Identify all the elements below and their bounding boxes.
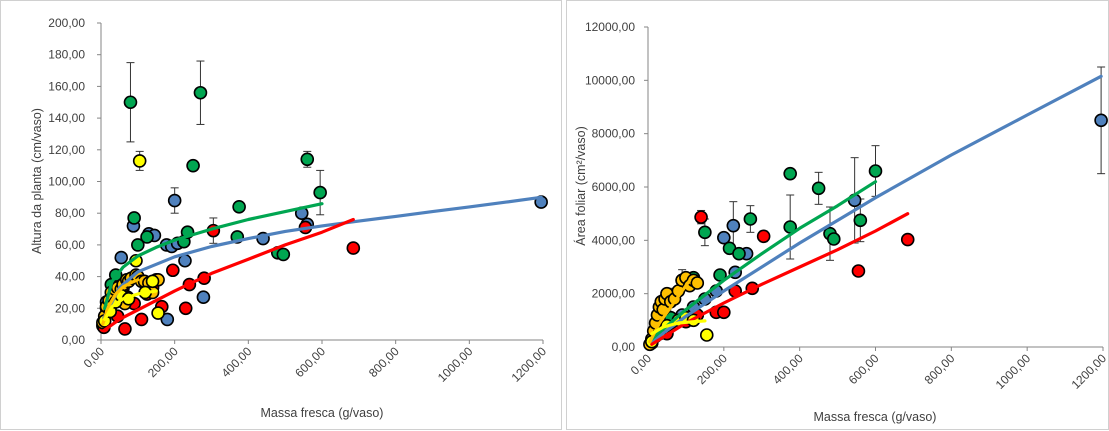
data-point [868,164,883,178]
data-point [300,152,315,167]
data-point [276,247,291,262]
x-tick-label: 1000,00 [435,344,476,385]
data-point [732,246,746,261]
data-point [346,241,361,255]
data-point [313,185,327,200]
data-point [151,306,165,320]
data-point [145,274,160,289]
trend-curve [650,212,910,346]
x-tick-label: 400,00 [770,351,806,387]
data-point [118,322,132,336]
y-axis-title: Altura da planta (cm/vaso) [30,108,44,254]
data-point [132,154,147,168]
x-tick-label: 800,00 [922,351,958,387]
y-tick-label: 80,00 [55,206,85,220]
trend-curve [650,319,707,336]
data-point [186,158,200,173]
y-tick-label: 60,00 [55,238,85,252]
trend-curve [103,202,324,310]
data-point [853,213,868,228]
x-tick-label: 200,00 [694,351,730,387]
data-point [178,301,193,316]
data-point [811,181,826,196]
x-tick-label: 400,00 [219,344,255,380]
data-point [123,95,138,110]
x-tick-label: 1200,00 [1069,351,1109,392]
y-tick-label: 8000,00 [592,127,636,141]
data-point [690,276,705,290]
data-point [1094,113,1108,128]
data-point [167,193,182,208]
x-tick-label: 200,00 [145,344,181,380]
x-tick-label: 800,00 [366,344,402,380]
data-point [717,230,731,245]
data-point [726,218,741,233]
data-point [743,212,758,226]
data-point [196,290,211,305]
y-tick-label: 2000,00 [592,287,636,301]
y-tick-label: 20,00 [55,301,85,315]
data-point [114,250,129,265]
x-tick-label: 600,00 [292,344,328,380]
y-tick-label: 100,00 [48,175,85,189]
data-point [127,211,141,225]
y-axis-title: Área foliar (cm²/vaso) [573,126,588,245]
data-point [756,229,771,244]
trend-curve [102,195,543,320]
data-point [826,232,841,246]
trend-curve [101,278,140,326]
data-point [694,210,708,224]
x-tick-label: 1200,00 [509,344,550,385]
x-tick-label: 0,00 [628,351,655,378]
y-tick-label: 160,00 [48,79,85,93]
trend-curve [103,289,158,321]
x-axis-title: Massa fresca (g/vaso) [814,410,937,424]
x-tick-label: 600,00 [846,351,882,387]
y-tick-label: 4000,00 [592,233,636,247]
x-tick-label: 1000,00 [993,351,1034,392]
y-tick-label: 200,00 [48,16,85,30]
y-tick-label: 6000,00 [592,180,636,194]
data-point [717,305,731,320]
trend-curve [650,74,1103,344]
data-point [134,312,149,327]
x-tick-label: 0,00 [81,344,108,371]
chart-area-svg: 0,00 2000,00 4000,00 6000,00 8000,00 10000,00… [573,20,1109,424]
chart-panel-right: 0,00 2000,00 4000,00 6000,00 8000,00 10000,00… [566,0,1109,430]
data-point [160,312,175,327]
x-axis-title: Massa fresca (g/vaso) [261,406,384,420]
y-tick-label: 0,00 [612,340,636,354]
chart-panel-left: 0,00 20,00 40,00 60,00 80,00 100,00 120,00 140,… [0,0,562,430]
y-tick-label: 180,00 [48,48,85,62]
trend-curve [650,180,878,341]
chart-altura-svg: 0,00 20,00 40,00 60,00 80,00 100,00 120,00 140,… [30,16,550,420]
data-point [140,230,154,244]
trend-curve [102,217,355,333]
data-point [193,85,208,100]
data-point [783,166,797,181]
data-point [900,232,915,247]
data-point [166,263,180,278]
data-point [713,268,727,282]
data-point [232,200,246,214]
data-point [131,238,145,252]
data-point [851,264,866,278]
y-tick-label: 12000,00 [585,20,635,34]
trend-curve [648,278,692,344]
y-tick-label: 120,00 [48,143,85,157]
y-tick-label: 40,00 [55,270,85,284]
data-point [699,328,714,342]
y-tick-label: 140,00 [48,111,85,125]
data-point [698,225,712,240]
y-tick-label: 10000,00 [585,73,635,87]
y-tick-label: 0,00 [62,333,86,347]
